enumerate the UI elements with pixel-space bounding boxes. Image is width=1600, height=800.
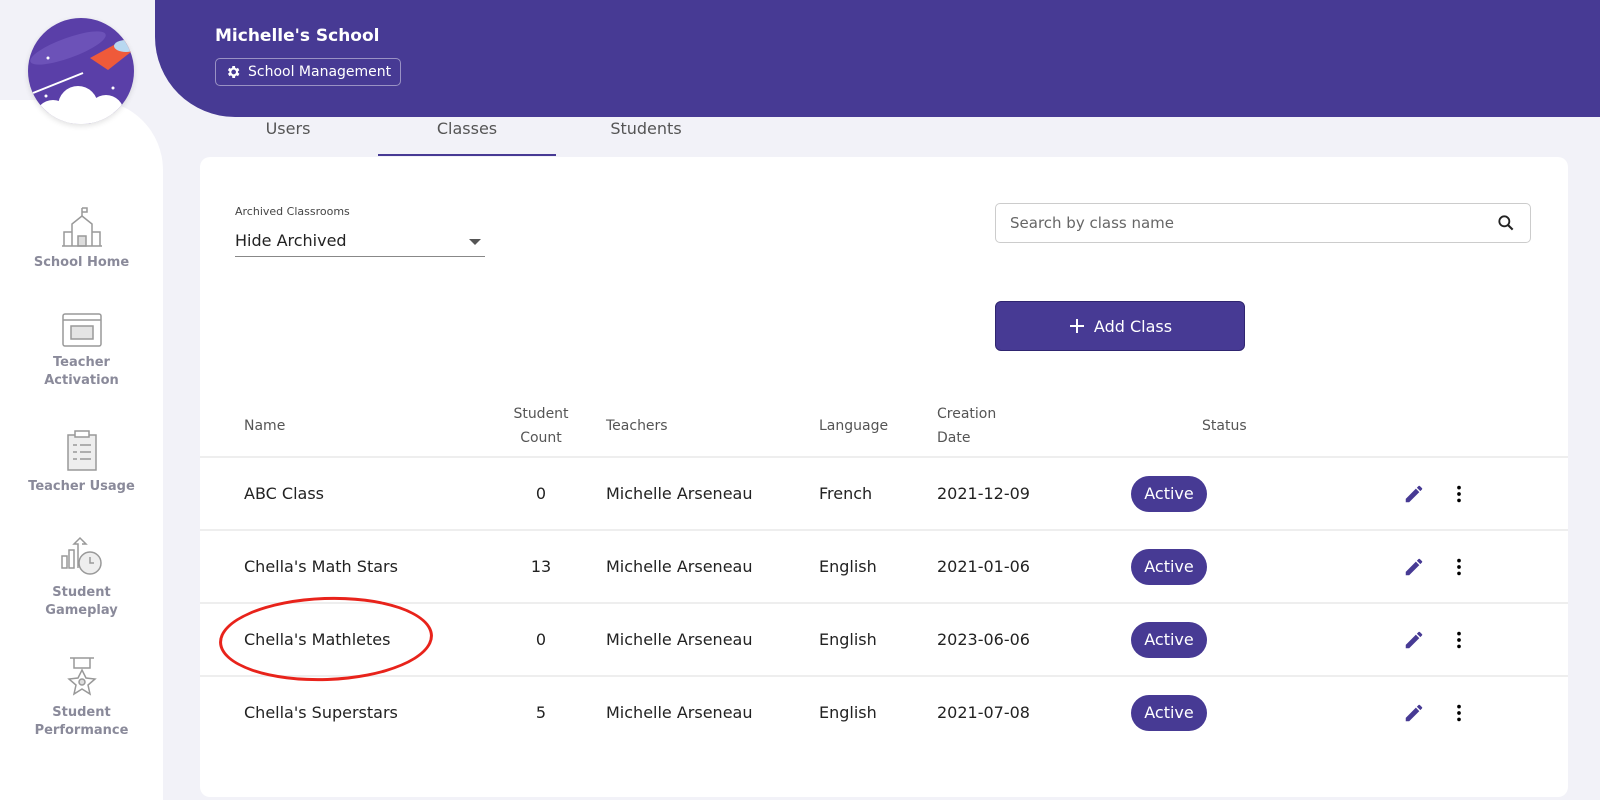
creation-date: 2023-06-06 <box>937 630 1030 649</box>
sidebar-item-label: Student Performance <box>34 705 129 738</box>
header-text: Date <box>937 430 971 446</box>
status-badge: Active <box>1131 475 1207 512</box>
language: English <box>819 703 877 722</box>
language: English <box>819 630 877 649</box>
header-status[interactable]: Status <box>1202 418 1247 434</box>
status-badge: Active <box>1131 694 1207 731</box>
tab-students[interactable]: Students <box>610 119 682 138</box>
edit-button[interactable] <box>1403 604 1425 675</box>
tab-users[interactable]: Users <box>265 119 311 138</box>
creation-date: 2021-12-09 <box>937 484 1030 503</box>
status-badge: Active <box>1131 548 1207 585</box>
student-count: 13 <box>530 557 552 576</box>
sidebar-item-teacher-activation[interactable]: Teacher Activation <box>0 310 163 390</box>
header-language[interactable]: Language <box>819 418 889 434</box>
language: English <box>819 557 877 576</box>
table-row[interactable]: Chella's Math Stars 13 Michelle Arseneau… <box>200 529 1568 602</box>
header-creation-date[interactable]: Creation Date <box>937 402 996 450</box>
more-vertical-icon <box>1457 704 1461 721</box>
pencil-icon <box>1405 704 1423 721</box>
archived-filter-label: Archived Classrooms <box>235 205 350 218</box>
language: French <box>819 484 873 503</box>
more-options-button[interactable] <box>1448 531 1470 602</box>
archived-filter-select[interactable]: Hide Archived <box>235 227 485 257</box>
more-options-button[interactable] <box>1448 604 1470 675</box>
pencil-icon <box>1405 631 1423 648</box>
school-management-button[interactable]: School Management <box>215 58 402 86</box>
table-row[interactable]: ABC Class 0 Michelle Arseneau French 202… <box>200 456 1568 529</box>
header-name[interactable]: Name <box>244 418 286 434</box>
add-class-label: Add Class <box>1093 316 1173 336</box>
edit-button[interactable] <box>1403 531 1425 602</box>
plus-icon <box>1069 319 1084 333</box>
clipboard-checklist-icon <box>66 430 97 471</box>
school-icon <box>61 207 102 247</box>
search-icon[interactable] <box>1496 213 1516 233</box>
more-options-button[interactable] <box>1448 458 1470 529</box>
more-options-button[interactable] <box>1448 677 1470 748</box>
student-count: 5 <box>535 703 547 722</box>
classes-panel: Archived Classrooms Hide Archived Search… <box>200 157 1568 797</box>
teachers: Michelle Arseneau <box>606 484 753 503</box>
edit-button[interactable] <box>1403 458 1425 529</box>
more-vertical-icon <box>1457 631 1461 648</box>
header: Michelle's School School Management <box>155 0 1600 117</box>
more-vertical-icon <box>1457 558 1461 575</box>
status-badge: Active <box>1131 621 1207 658</box>
class-name[interactable]: Chella's Mathletes <box>244 630 391 649</box>
sidebar-item-label: Student Gameplay <box>45 585 118 618</box>
student-count: 0 <box>535 484 547 503</box>
header-text: Creation <box>937 406 997 422</box>
header-text: Student <box>513 406 569 422</box>
teachers: Michelle Arseneau <box>606 630 753 649</box>
class-name[interactable]: Chella's Superstars <box>244 703 398 722</box>
creation-date: 2021-01-06 <box>937 557 1030 576</box>
sidebar-item-student-gameplay[interactable]: Student Gameplay <box>0 536 163 620</box>
table-row[interactable]: Chella's Superstars 5 Michelle Arseneau … <box>200 675 1568 748</box>
student-count: 0 <box>535 630 547 649</box>
add-class-button[interactable]: Add Class <box>995 301 1245 351</box>
calendar-book-icon <box>61 313 102 347</box>
edit-button[interactable] <box>1403 677 1425 748</box>
sidebar-item-school-home[interactable]: School Home <box>0 206 163 272</box>
gear-icon <box>227 66 240 78</box>
pencil-icon <box>1405 558 1423 575</box>
more-vertical-icon <box>1457 485 1461 502</box>
header-teachers[interactable]: Teachers <box>606 418 668 434</box>
header-student-count[interactable]: Student Count <box>500 402 582 450</box>
sidebar-item-teacher-usage[interactable]: Teacher Usage <box>0 430 163 496</box>
class-name[interactable]: ABC Class <box>244 484 324 503</box>
header-text: Count <box>520 430 562 446</box>
archived-filter-value: Hide Archived <box>235 231 347 250</box>
sidebar-item-label: School Home <box>33 255 130 270</box>
teachers: Michelle Arseneau <box>606 703 753 722</box>
table-row[interactable]: Chella's Mathletes 0 Michelle Arseneau E… <box>200 602 1568 675</box>
chart-clock-icon <box>60 536 102 575</box>
sidebar-item-label: Teacher Usage <box>28 479 135 494</box>
teachers: Michelle Arseneau <box>606 557 753 576</box>
class-name[interactable]: Chella's Math Stars <box>244 557 398 576</box>
sidebar-item-student-performance[interactable]: Student Performance <box>0 656 163 740</box>
sidebar-item-label: Teacher Activation <box>44 355 119 388</box>
school-name: Michelle's School <box>215 26 380 46</box>
caret-down-icon <box>469 239 481 245</box>
creation-date: 2021-07-08 <box>937 703 1030 722</box>
tab-classes[interactable]: Classes <box>378 118 556 156</box>
search-placeholder: Search by class name <box>1010 214 1175 232</box>
medal-icon <box>66 657 97 696</box>
search-input[interactable]: Search by class name <box>995 203 1531 243</box>
app-logo[interactable] <box>28 18 134 124</box>
school-management-label: School Management <box>248 64 392 80</box>
pencil-icon <box>1405 485 1423 502</box>
